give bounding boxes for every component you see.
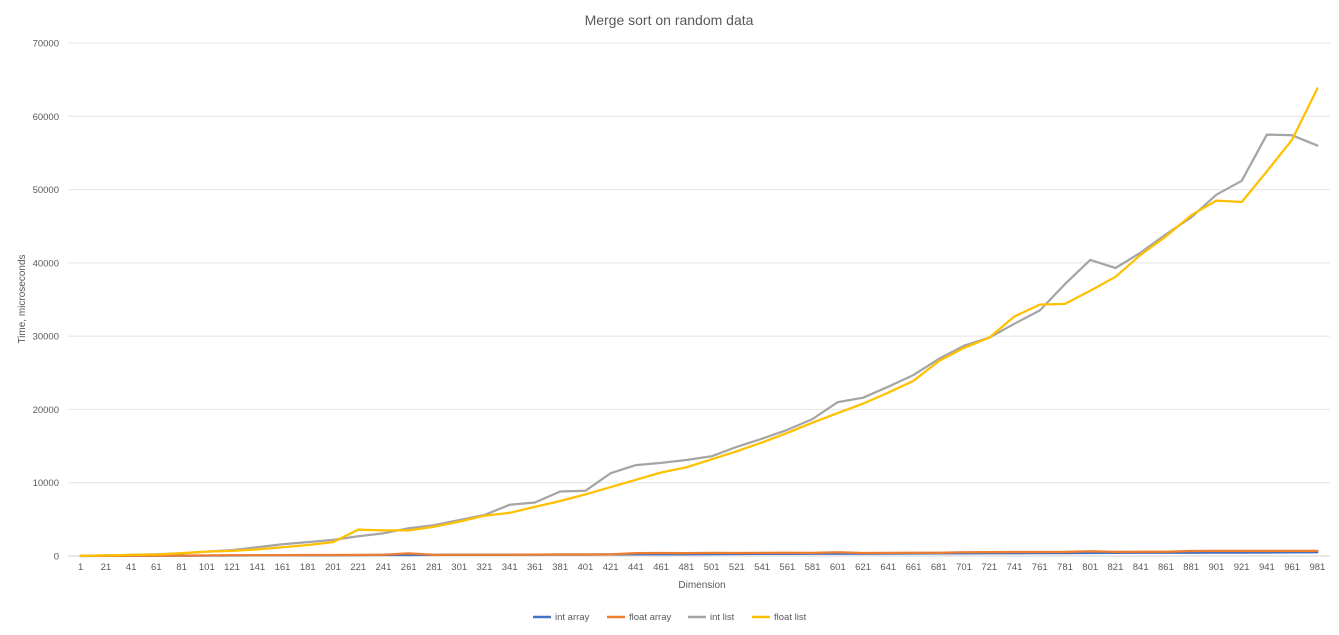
x-tick-label: 981 [1309,562,1325,573]
x-tick-label: 901 [1208,562,1224,573]
gridlines [68,42,1330,557]
series-line-float-array [79,549,1319,558]
x-tick-label: 21 [101,562,112,573]
legend-label: int array [555,612,590,623]
x-tick-label: 341 [502,562,518,573]
legend-label: int list [710,612,735,623]
x-axis-ticks: 1 21 41 61 81 101 121 141 161 181 201 221 241 261 281 3… [78,562,1325,573]
x-tick-label: 61 [151,562,162,573]
y-tick-label: 40000 [33,258,59,269]
x-tick-label: 761 [1032,562,1048,573]
x-tick-label: 401 [577,562,593,573]
x-tick-label: 561 [779,562,795,573]
y-tick-label: 20000 [33,405,59,416]
y-axis-label: Time, microseconds [17,254,28,343]
y-tick-label: 50000 [33,185,59,196]
x-tick-label: 221 [350,562,366,573]
y-tick-label: 10000 [33,478,59,489]
x-tick-label: 801 [1082,562,1098,573]
x-tick-label: 381 [552,562,568,573]
y-tick-label: 60000 [33,112,59,123]
legend: int array float array int list float list [533,612,807,623]
x-tick-label: 201 [325,562,341,573]
x-tick-label: 81 [176,562,187,573]
y-tick-label: 30000 [33,332,59,343]
chart-title: Merge sort on random data [585,12,754,28]
x-tick-label: 321 [477,562,493,573]
x-tick-label: 41 [126,562,137,573]
x-tick-label: 961 [1284,562,1300,573]
x-tick-label: 241 [376,562,392,573]
x-tick-label: 101 [199,562,215,573]
x-tick-label: 641 [880,562,896,573]
x-tick-label: 121 [224,562,240,573]
x-tick-label: 621 [855,562,871,573]
x-tick-label: 841 [1133,562,1149,573]
series-lines [79,87,1319,558]
x-tick-label: 861 [1158,562,1174,573]
x-tick-label: 521 [729,562,745,573]
x-tick-label: 741 [1007,562,1023,573]
x-tick-label: 781 [1057,562,1073,573]
x-tick-label: 421 [603,562,619,573]
x-tick-label: 481 [678,562,694,573]
x-tick-label: 941 [1259,562,1275,573]
x-tick-label: 141 [249,562,265,573]
x-tick-label: 361 [527,562,543,573]
x-tick-label: 661 [906,562,922,573]
x-tick-label: 261 [401,562,417,573]
x-tick-label: 821 [1108,562,1124,573]
x-tick-label: 581 [805,562,821,573]
series-line-float-list [79,87,1319,558]
x-tick-label: 301 [451,562,467,573]
x-axis-label: Dimension [678,580,725,591]
x-tick-label: 921 [1234,562,1250,573]
x-tick-label: 701 [956,562,972,573]
x-tick-label: 1 [78,562,83,573]
x-tick-label: 721 [981,562,997,573]
legend-label: float list [774,612,807,623]
x-tick-label: 601 [830,562,846,573]
series-line-int-list [79,133,1319,558]
y-tick-label: 0 [54,552,59,563]
x-tick-label: 541 [754,562,770,573]
x-tick-label: 181 [300,562,316,573]
y-axis-ticks: 0 10000 20000 30000 40000 50000 60000 70000 [33,39,59,563]
x-tick-label: 461 [653,562,669,573]
y-tick-label: 70000 [33,39,59,50]
x-tick-label: 161 [275,562,291,573]
x-tick-label: 281 [426,562,442,573]
x-tick-label: 681 [931,562,947,573]
legend-label: float array [629,612,671,623]
x-tick-label: 501 [704,562,720,573]
x-tick-label: 441 [628,562,644,573]
x-tick-label: 881 [1183,562,1199,573]
